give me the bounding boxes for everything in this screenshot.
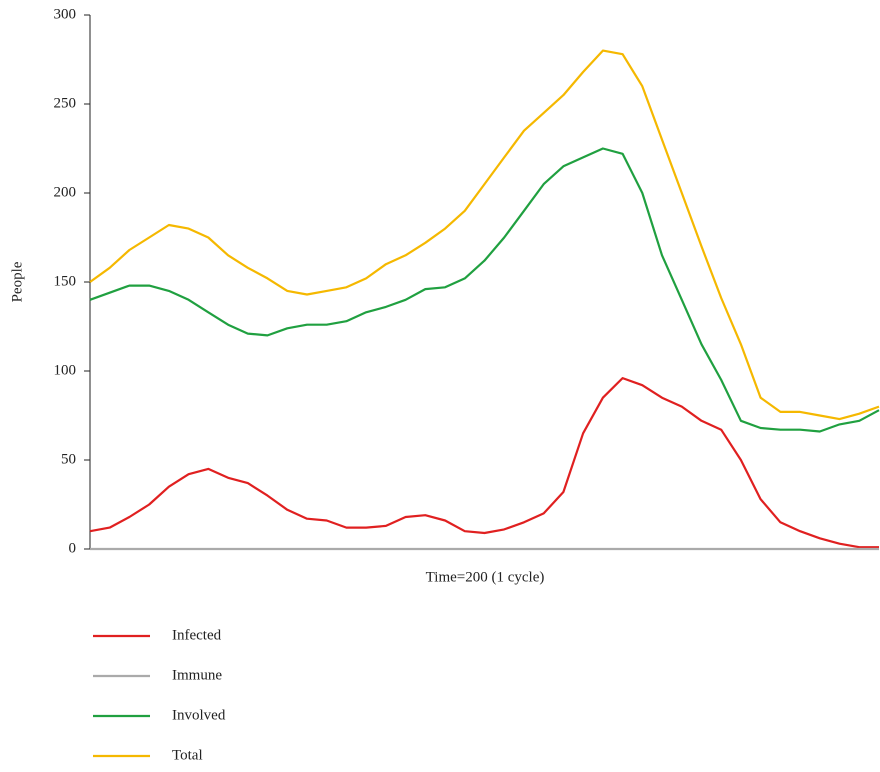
y-axis-label: People [9, 261, 25, 302]
legend-label: Involved [172, 707, 226, 723]
legend-label: Immune [172, 667, 222, 683]
y-tick-label: 300 [54, 6, 77, 22]
y-tick-label: 250 [54, 95, 77, 111]
y-tick-label: 200 [54, 184, 77, 200]
y-tick-label: 50 [61, 451, 76, 467]
series-line [89, 377, 879, 549]
x-axis-label: Time=200 (1 cycle) [426, 569, 545, 585]
y-tick-label: 100 [54, 362, 77, 378]
legend-label: Total [172, 747, 203, 763]
series-line [89, 147, 880, 433]
legend-label: Infected [172, 627, 222, 643]
series-line [89, 49, 880, 421]
y-tick-label: 150 [54, 273, 77, 289]
y-tick-label: 0 [69, 540, 77, 556]
